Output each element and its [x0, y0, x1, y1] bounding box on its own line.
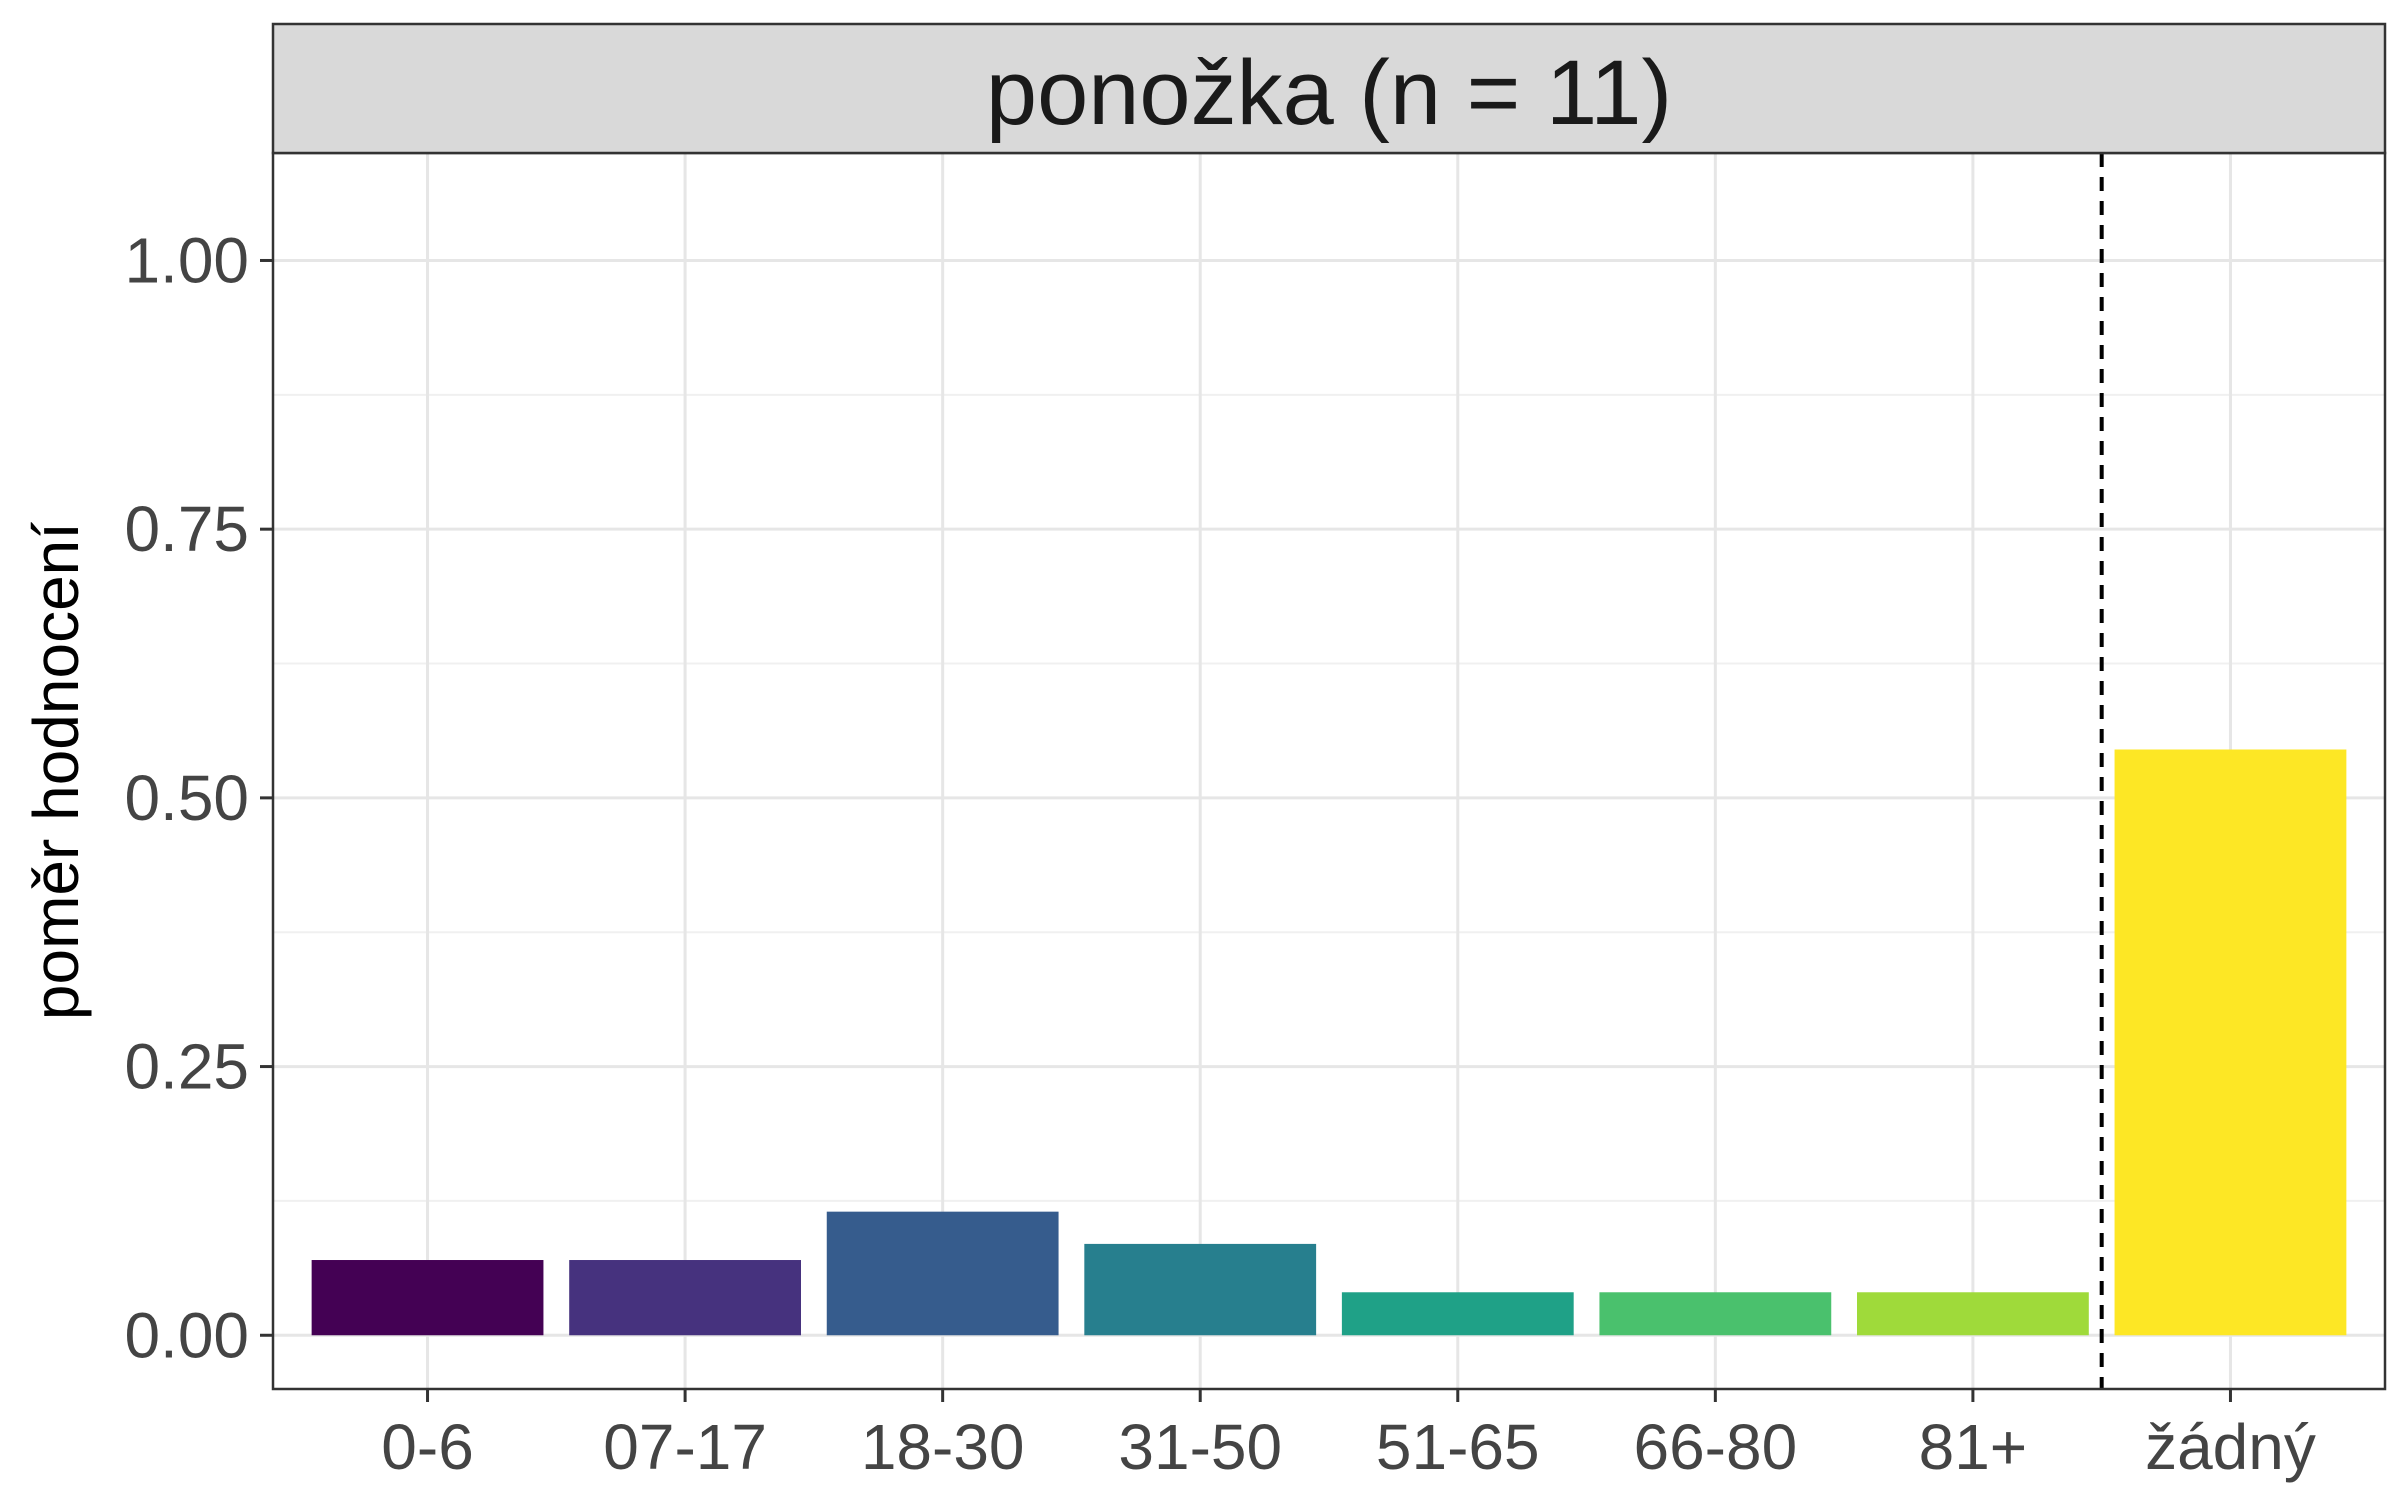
facet-strip: [271, 22, 2387, 155]
bar-31-50: [1084, 1243, 1317, 1336]
x-tick-label: 07-17: [603, 1411, 767, 1483]
major-gridlines: [273, 153, 2385, 1389]
bar-07-17: [569, 1260, 801, 1336]
facet-title: ponožka (n = 11): [986, 42, 1672, 144]
bars: [311, 749, 2347, 1336]
y-tick-label: 0.75: [124, 493, 249, 565]
bar-66-80: [1599, 1292, 1832, 1336]
x-tick-label: 31-50: [1118, 1411, 1282, 1483]
plot-panel: [273, 153, 2385, 1389]
x-axis: 0-6 07-17 18-30 31-50 51-65 66-80 81+ žádný: [381, 1389, 2316, 1483]
x-tick-label: 18-30: [861, 1411, 1025, 1483]
bar-81+: [1857, 1292, 2089, 1336]
y-tick-label: 0.25: [124, 1031, 249, 1103]
bar-žádný: [2114, 749, 2347, 1336]
minor-gridlines: [273, 393, 2385, 1202]
x-tick-label: žádný: [2145, 1411, 2316, 1483]
y-axis-title: poměr hodnocení: [20, 522, 92, 1020]
bar-0-6: [311, 1260, 544, 1336]
x-tick-label: 0-6: [381, 1411, 474, 1483]
y-axis: 0.00 0.25 0.50 0.75 1.00: [124, 224, 273, 1371]
y-tick-label: 0.00: [124, 1299, 249, 1371]
x-tick-label: 51-65: [1376, 1411, 1540, 1483]
x-tick-label: 66-80: [1633, 1411, 1797, 1483]
x-tick-label: 81+: [1919, 1411, 2028, 1483]
bar-18-30: [826, 1211, 1059, 1336]
bar-51-65: [1341, 1292, 1574, 1336]
y-tick-label: 1.00: [124, 224, 249, 296]
y-tick-label: 0.50: [124, 762, 249, 834]
